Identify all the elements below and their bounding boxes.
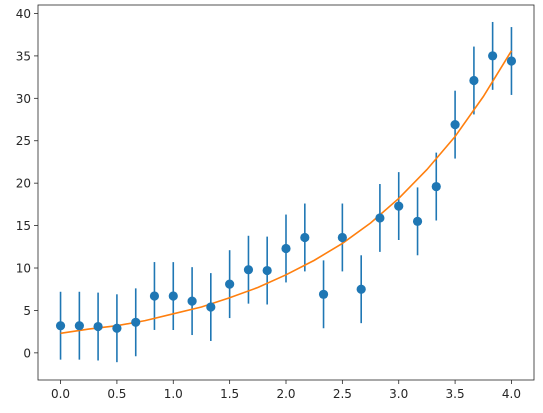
y-tick-label: 30	[16, 92, 31, 106]
y-tick-label: 0	[23, 346, 31, 360]
data-point	[412, 216, 423, 226]
x-tick-label: 2.5	[333, 387, 352, 401]
x-tick-label: 3.5	[446, 387, 465, 401]
x-tick-label: 4.0	[502, 387, 521, 401]
x-tick-label: 1.0	[164, 387, 183, 401]
data-point	[149, 291, 160, 301]
points-layer	[55, 51, 517, 333]
plot-area	[38, 5, 534, 380]
data-point	[206, 302, 216, 312]
data-point	[74, 321, 84, 331]
data-point	[337, 232, 347, 243]
x-tick-label: 1.5	[220, 387, 239, 401]
data-point	[300, 232, 310, 243]
data-point	[431, 181, 441, 192]
data-point	[318, 289, 329, 299]
x-tick-label: 3.0	[389, 387, 408, 401]
y-tick-label: 20	[16, 177, 31, 191]
data-point	[55, 321, 66, 331]
data-point	[506, 56, 517, 66]
y-tick-label: 35	[16, 49, 31, 63]
data-point	[131, 317, 141, 327]
data-point	[225, 279, 235, 289]
data-point	[112, 323, 122, 333]
data-point	[394, 201, 404, 211]
x-axis-ticks: 0.0 0.5 1.0 1.5 2.0 2.5 3.0 3.5 4.0	[51, 380, 521, 401]
data-point	[375, 213, 385, 223]
y-tick-label: 15	[16, 219, 31, 233]
data-point	[450, 120, 460, 130]
x-tick-label: 0.0	[51, 387, 70, 401]
x-tick-label: 2.0	[276, 387, 295, 401]
data-point	[93, 321, 103, 332]
y-tick-label: 5	[23, 304, 31, 318]
x-tick-label: 0.5	[107, 387, 126, 401]
data-point	[281, 243, 291, 254]
y-tick-label: 10	[16, 262, 31, 276]
y-axis-ticks: 0 5 10 15 20 25 30 35 40	[16, 7, 38, 360]
data-point	[262, 265, 272, 276]
data-point	[469, 75, 479, 86]
y-tick-label: 40	[16, 7, 31, 21]
y-tick-label: 25	[16, 134, 31, 148]
data-point	[187, 296, 197, 306]
data-point	[488, 51, 498, 61]
data-point	[356, 284, 366, 294]
plot-frame	[37, 4, 535, 381]
data-point	[243, 265, 254, 275]
data-point	[168, 291, 178, 301]
